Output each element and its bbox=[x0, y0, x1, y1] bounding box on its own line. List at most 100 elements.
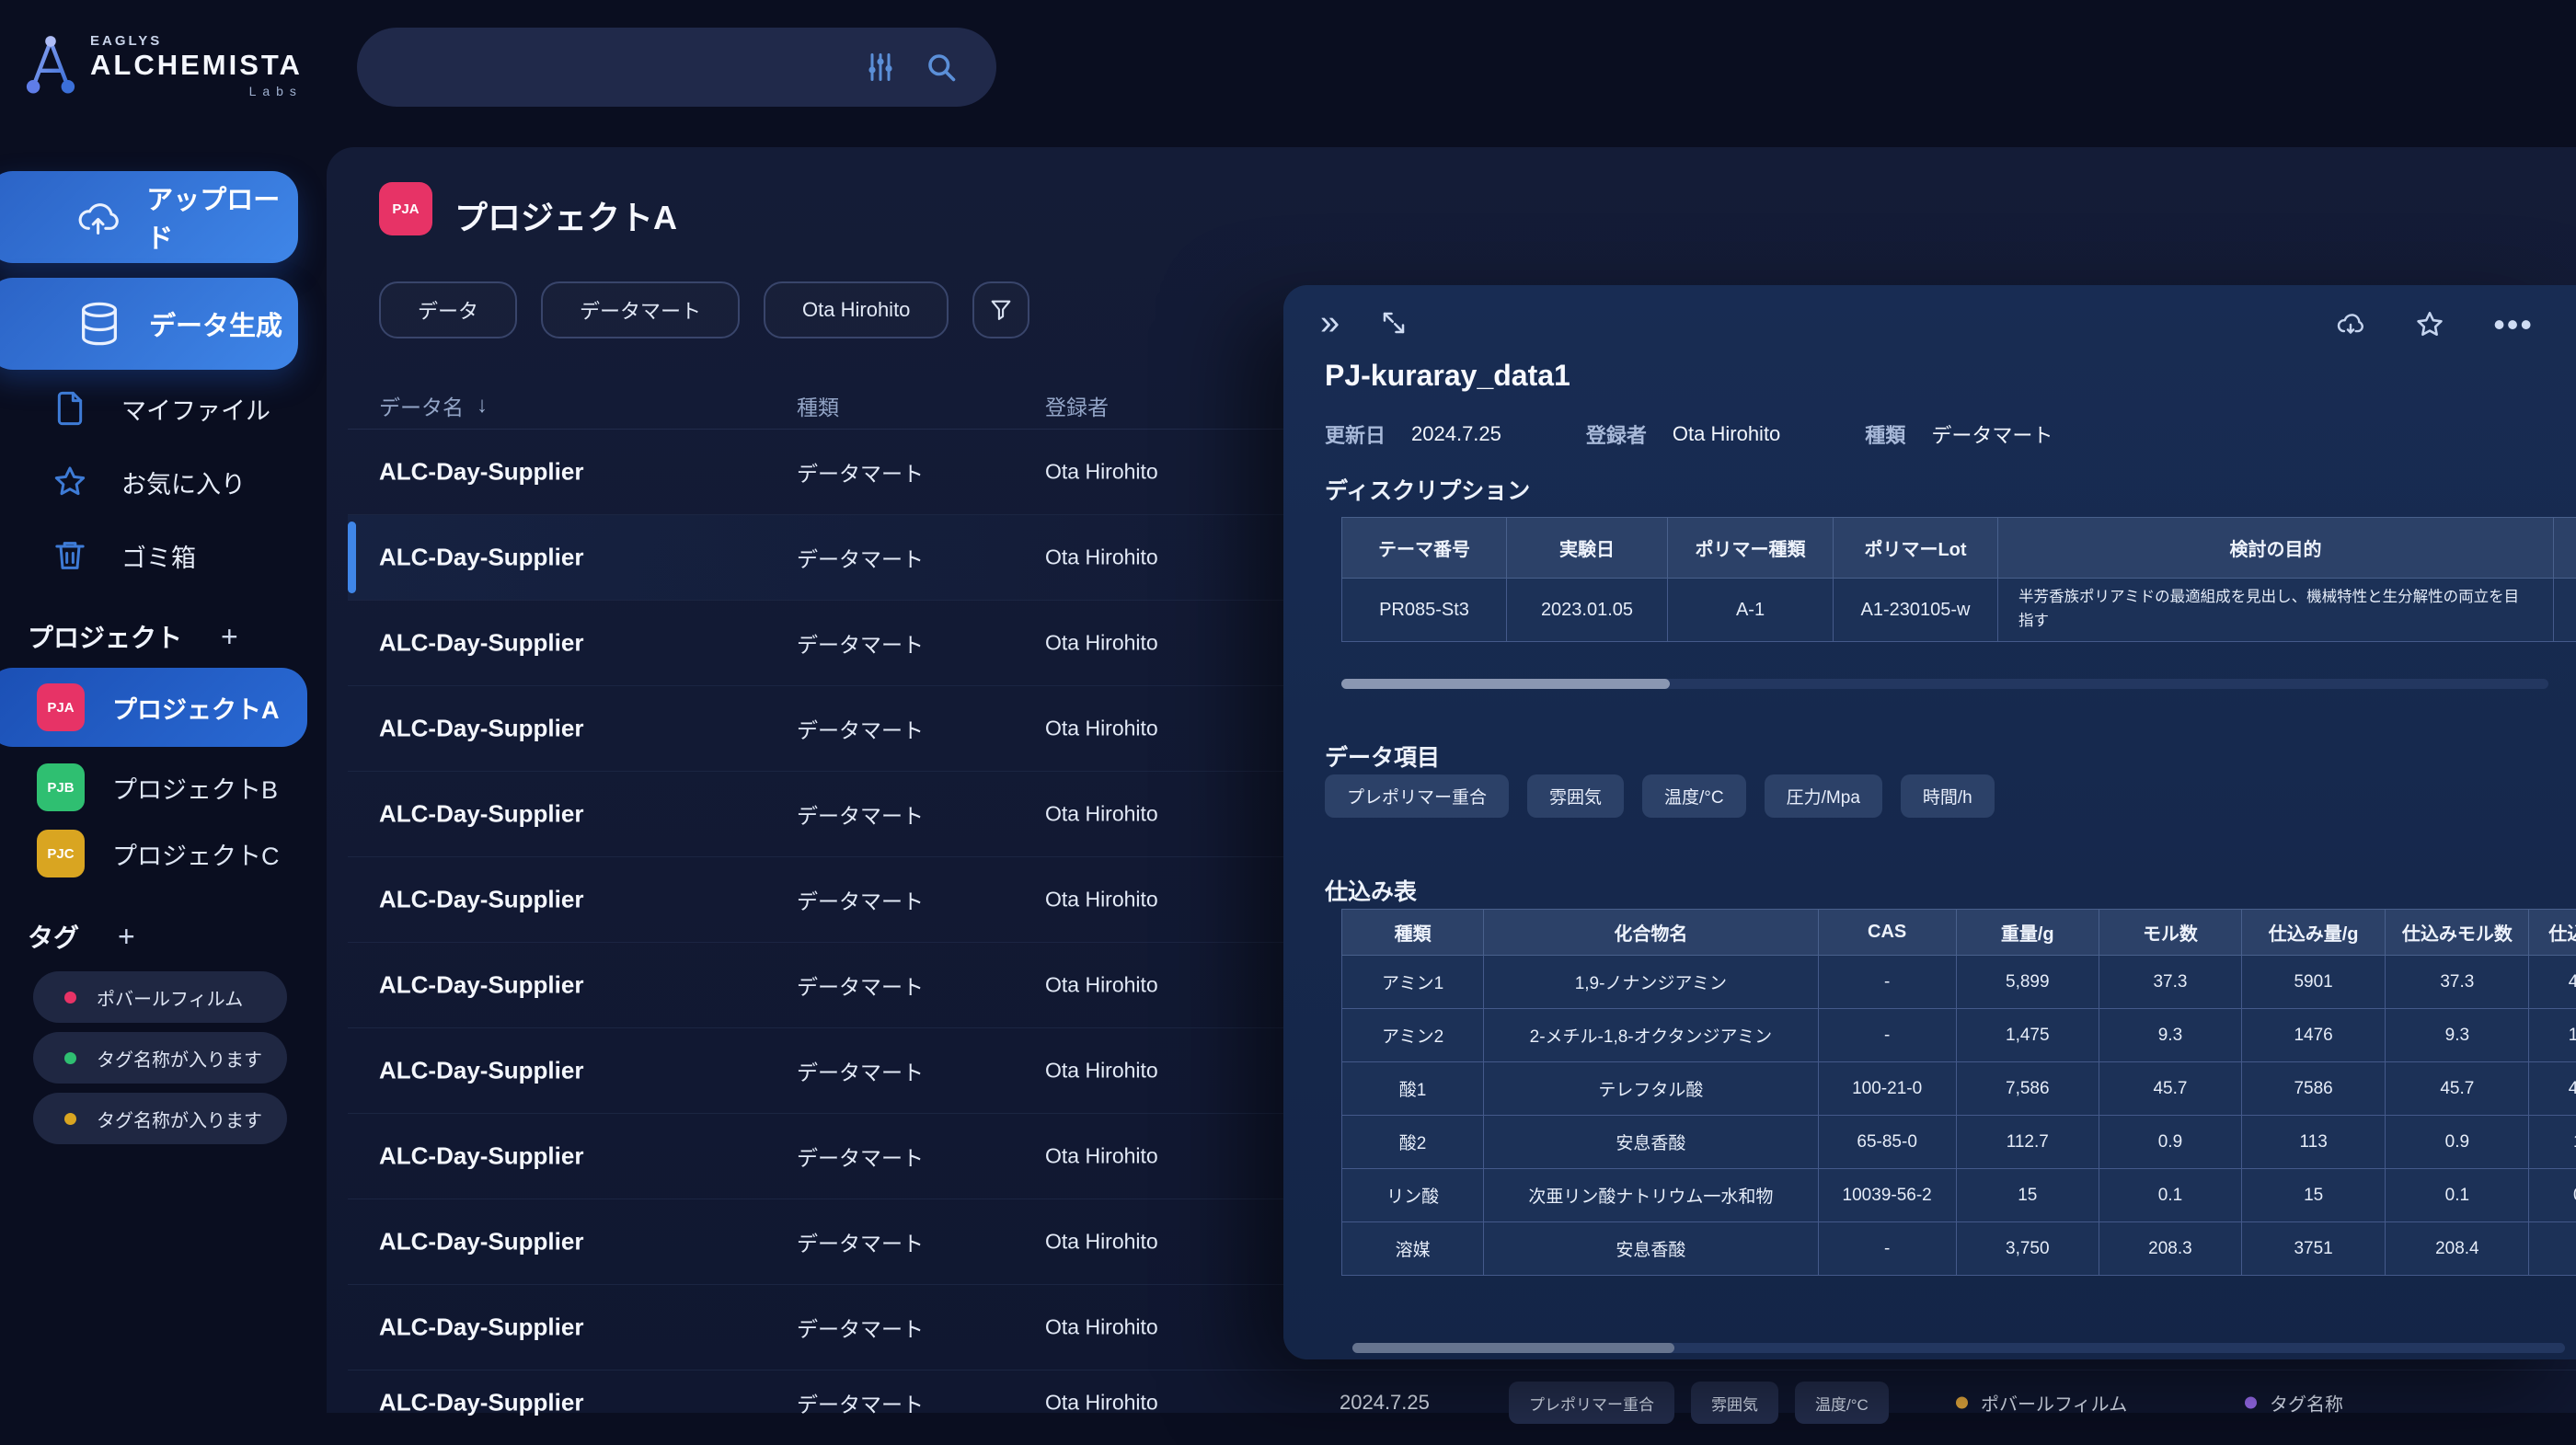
charge-cell: アミン2 bbox=[1342, 1009, 1484, 1062]
data-item-chip[interactable]: プレポリマー重合 bbox=[1509, 1382, 1674, 1424]
data-item-chip[interactable]: 温度/°C bbox=[1795, 1382, 1889, 1424]
charge-cell: 48.9 bbox=[2529, 1062, 2576, 1116]
data-generate-button[interactable]: データ生成 bbox=[0, 278, 298, 370]
search-icon[interactable] bbox=[925, 51, 958, 84]
sort-desc-icon[interactable]: ↓ bbox=[477, 393, 488, 419]
expand-diagonal-icon[interactable] bbox=[1380, 309, 1408, 337]
charge-cell: 次亜リン酸ナトリウム一水和物 bbox=[1484, 1169, 1818, 1222]
data-item-chip[interactable]: 圧力/Mpa bbox=[1765, 774, 1882, 818]
upload-button-label: アップロード bbox=[146, 178, 298, 256]
sidebar-item-label: お気に入り bbox=[121, 464, 246, 500]
data-item-chip[interactable]: 雰囲気 bbox=[1527, 774, 1624, 818]
sidebar-item-project-a[interactable]: PJA プロジェクトA bbox=[0, 668, 307, 747]
column-header-data-name[interactable]: データ名 ↓ bbox=[379, 390, 488, 421]
sidebar-item-project-b[interactable]: PJB プロジェクトB bbox=[37, 763, 278, 811]
row-data-name: ALC-Day-Supplier bbox=[379, 1228, 583, 1256]
meta-label: 種類 bbox=[1865, 419, 1905, 449]
charge-table-row: 酸1 テレフタル酸 100-21-0 7,586 45.7 7586 45.7 bbox=[1342, 1062, 2576, 1116]
filter-chip-row: データ データマート Ota Hirohito bbox=[379, 281, 1029, 338]
charge-cell: 酸1 bbox=[1342, 1062, 1484, 1116]
row-owner: Ota Hirohito bbox=[1045, 545, 1158, 570]
charge-cell: 0.1 bbox=[2099, 1169, 2241, 1222]
charge-cell: 1,475 bbox=[1956, 1009, 2099, 1062]
charge-cell: アミン1 bbox=[1342, 956, 1484, 1009]
data-item-chip[interactable]: プレポリマー重合 bbox=[1325, 774, 1509, 818]
add-project-button[interactable]: + bbox=[221, 620, 238, 654]
sidebar-item-project-c[interactable]: PJC プロジェクトC bbox=[37, 830, 280, 877]
charge-cell: 0.1 bbox=[2386, 1169, 2529, 1222]
row-owner: Ota Hirohito bbox=[1045, 1144, 1158, 1169]
charge-cell: 5,899 bbox=[1956, 956, 2099, 1009]
project-badge: PJA bbox=[37, 683, 85, 731]
brand-product: ALCHEMISTA bbox=[90, 49, 303, 82]
row-type: データマート bbox=[797, 884, 924, 915]
filter-sliders-icon[interactable] bbox=[864, 51, 897, 84]
database-icon bbox=[75, 300, 123, 348]
data-item-chip[interactable]: 雰囲気 bbox=[1691, 1382, 1778, 1424]
sidebar-tag[interactable]: タグ名称が入ります bbox=[33, 1032, 287, 1084]
row-data-name: ALC-Day-Supplier bbox=[379, 886, 583, 914]
more-options-icon[interactable]: ••• bbox=[2493, 315, 2534, 335]
row-tag[interactable]: ポバールフィルム bbox=[1956, 1390, 2127, 1416]
charge-cell: 45.7 bbox=[2099, 1062, 2241, 1116]
charge-table-row: アミン2 2-メチル-1,8-オクタンジアミン - 1,475 9.3 1476… bbox=[1342, 1009, 2576, 1062]
description-table-scrollbar[interactable] bbox=[1341, 679, 2548, 689]
add-tag-button[interactable]: + bbox=[118, 920, 135, 954]
column-header-type[interactable]: 種類 bbox=[797, 390, 839, 421]
tags-section-header: タグ + bbox=[28, 918, 135, 955]
scrollbar-thumb[interactable] bbox=[1341, 679, 1670, 689]
favorite-star-icon[interactable] bbox=[2414, 309, 2445, 340]
sidebar-tag[interactable]: タグ名称が入ります bbox=[33, 1093, 287, 1144]
sidebar-item-my-files[interactable]: マイファイル bbox=[52, 390, 270, 427]
charge-column-header: モル数 bbox=[2099, 910, 2241, 956]
sidebar-item-label: ゴミ箱 bbox=[121, 538, 196, 574]
data-items-section-title: データ項目 bbox=[1325, 740, 1440, 773]
charge-cell: 9.3 bbox=[2099, 1009, 2241, 1062]
row-data-name: ALC-Day-Supplier bbox=[379, 1057, 583, 1085]
tag-label: タグ名称が入ります bbox=[97, 1106, 262, 1132]
charge-table-row: 酸2 安息香酸 65-85-0 112.7 0.9 113 0.9 1.0 bbox=[1342, 1116, 2576, 1169]
data-item-chip[interactable]: 時間/h bbox=[1901, 774, 1995, 818]
charge-column-header: 化合物名 bbox=[1484, 910, 1818, 956]
row-type: データマート bbox=[797, 627, 924, 659]
upload-button[interactable]: アップロード bbox=[0, 171, 298, 263]
filter-chip-label: データマート bbox=[580, 295, 701, 325]
search-input[interactable] bbox=[357, 54, 864, 80]
charge-table-row: 溶媒 安息香酸 - 3,750 208.3 3751 208.4 - bbox=[1342, 1222, 2576, 1276]
data-item-chip[interactable]: 温度/°C bbox=[1642, 774, 1746, 818]
row-owner: Ota Hirohito bbox=[1045, 460, 1158, 485]
filter-chip[interactable]: データマート bbox=[541, 281, 740, 338]
table-row-partial[interactable]: ALC-Day-Supplier データマート Ota Hirohito 202… bbox=[348, 1360, 2576, 1445]
sidebar-item-trash[interactable]: ゴミ箱 bbox=[52, 537, 196, 574]
description-section-title: ディスクリプション bbox=[1325, 473, 1530, 506]
filter-chip-label: Ota Hirohito bbox=[802, 298, 910, 322]
description-table: テーマ番号 実験日 ポリマー種類 ポリマーLot 検討の目的 PR085-St3… bbox=[1341, 517, 2576, 642]
charge-table-scrollbar[interactable] bbox=[1352, 1343, 2565, 1353]
charge-column-header: 重量/g bbox=[1956, 910, 2099, 956]
charge-cell: テレフタル酸 bbox=[1484, 1062, 1818, 1116]
sidebar-item-label: マイファイル bbox=[121, 391, 270, 427]
detail-panel: » ••• PJ-kuraray_data1 更新日 2024.7.25 登録者… bbox=[1283, 285, 2576, 1359]
filter-chip[interactable]: Ota Hirohito bbox=[764, 281, 949, 338]
charge-cell: 9.3 bbox=[2386, 1009, 2529, 1062]
filter-button[interactable] bbox=[972, 281, 1029, 338]
sidebar-tag[interactable]: ポバールフィルム bbox=[33, 971, 287, 1023]
funnel-icon bbox=[988, 297, 1014, 323]
tag-label: ポバールフィルム bbox=[97, 984, 243, 1011]
collapse-panel-icon[interactable]: » bbox=[1320, 305, 1340, 340]
cloud-upload-icon bbox=[75, 193, 121, 241]
row-owner: Ota Hirohito bbox=[1045, 973, 1158, 998]
page-title: プロジェクトA bbox=[454, 191, 677, 239]
experiment-date-cell: 2023.01.05 bbox=[1507, 579, 1668, 642]
cloud-download-icon[interactable] bbox=[2335, 309, 2366, 340]
tag-color-dot bbox=[1956, 1397, 1968, 1409]
column-header-owner[interactable]: 登録者 bbox=[1045, 390, 1109, 421]
row-type: データマート bbox=[797, 1141, 924, 1172]
scrollbar-thumb[interactable] bbox=[1352, 1343, 1674, 1353]
data-item-chip-row: プレポリマー重合 雰囲気 温度/°C 圧力/Mpa 時間/h bbox=[1325, 774, 1995, 818]
charge-cell: 10039-56-2 bbox=[1818, 1169, 1956, 1222]
charge-cell: 7,586 bbox=[1956, 1062, 2099, 1116]
row-tag[interactable]: タグ名称 bbox=[2245, 1390, 2343, 1416]
filter-chip[interactable]: データ bbox=[379, 281, 517, 338]
sidebar-item-favorites[interactable]: お気に入り bbox=[52, 464, 246, 500]
